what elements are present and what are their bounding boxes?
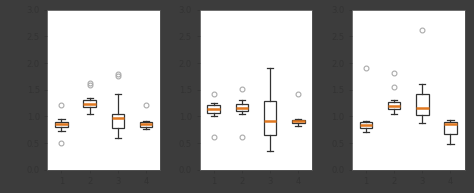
PathPatch shape <box>264 102 276 135</box>
PathPatch shape <box>55 122 68 127</box>
PathPatch shape <box>360 122 372 128</box>
PathPatch shape <box>388 102 401 109</box>
PathPatch shape <box>140 122 152 127</box>
PathPatch shape <box>207 106 220 113</box>
PathPatch shape <box>236 104 248 111</box>
PathPatch shape <box>444 122 457 134</box>
PathPatch shape <box>83 100 96 107</box>
PathPatch shape <box>416 94 428 115</box>
PathPatch shape <box>292 120 305 123</box>
PathPatch shape <box>111 114 124 128</box>
